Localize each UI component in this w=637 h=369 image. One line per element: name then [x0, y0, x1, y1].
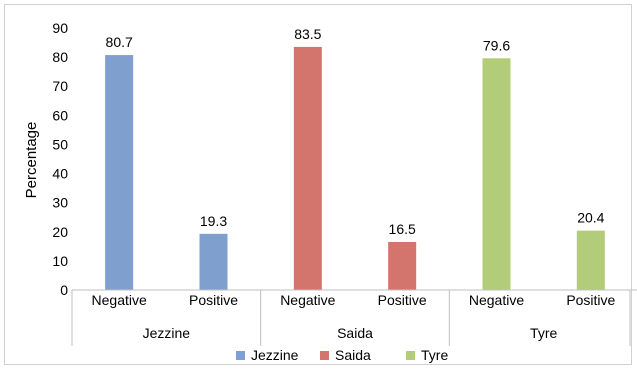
value-label: 16.5 — [389, 221, 416, 237]
y-tick-label: 60 — [52, 107, 68, 123]
value-label: 83.5 — [294, 26, 321, 42]
x-tick-label: Negative — [469, 292, 524, 308]
y-tick-label: 20 — [52, 224, 68, 240]
y-tick-label: 0 — [60, 282, 68, 298]
legend-swatch-saida — [320, 351, 329, 360]
legend-swatch-tyre — [406, 351, 415, 360]
legend-label: Tyre — [421, 347, 448, 363]
x-tick-label: Negative — [280, 292, 335, 308]
value-label: 19.3 — [200, 213, 227, 229]
bar-saida-positive — [388, 241, 417, 290]
y-tick-label: 30 — [52, 195, 68, 211]
chart-frame — [4, 4, 632, 365]
x-axis: Negative Positive Jezzine Negative Positive S… — [71, 289, 637, 346]
bar-jezzine-positive — [199, 233, 228, 290]
bar-tyre-positive — [576, 230, 605, 290]
bars — [105, 46, 605, 290]
y-tick-label: 70 — [52, 78, 68, 94]
group-label: Jezzine — [143, 325, 191, 341]
y-axis-ticks: 0 10 20 30 40 50 60 70 80 90 — [52, 20, 68, 298]
bar-saida-negative — [293, 46, 322, 290]
x-tick-label: Positive — [189, 292, 238, 308]
x-tick-label: Positive — [378, 292, 427, 308]
legend-label: Jezzine — [251, 347, 299, 363]
y-tick-label: 50 — [52, 136, 68, 152]
bar-tyre-negative — [482, 58, 511, 290]
legend: Jezzine Saida Tyre — [236, 347, 448, 363]
value-label: 80.7 — [106, 34, 133, 50]
y-tick-label: 10 — [52, 253, 68, 269]
x-tick-label: Negative — [92, 292, 147, 308]
y-tick-label: 90 — [52, 20, 68, 36]
y-axis-title: Percentage — [23, 122, 40, 199]
value-labels: 80.7 19.3 83.5 16.5 79.6 20.4 — [106, 26, 605, 237]
y-tick-label: 40 — [52, 166, 68, 182]
value-label: 20.4 — [577, 210, 604, 226]
y-tick-label: 80 — [52, 49, 68, 65]
bar-jezzine-negative — [105, 55, 134, 290]
value-label: 79.6 — [483, 37, 510, 53]
x-tick-label: Positive — [566, 292, 615, 308]
legend-label: Saida — [335, 347, 371, 363]
group-label: Saida — [337, 325, 373, 341]
group-label: Tyre — [530, 325, 557, 341]
legend-swatch-jezzine — [236, 351, 245, 360]
